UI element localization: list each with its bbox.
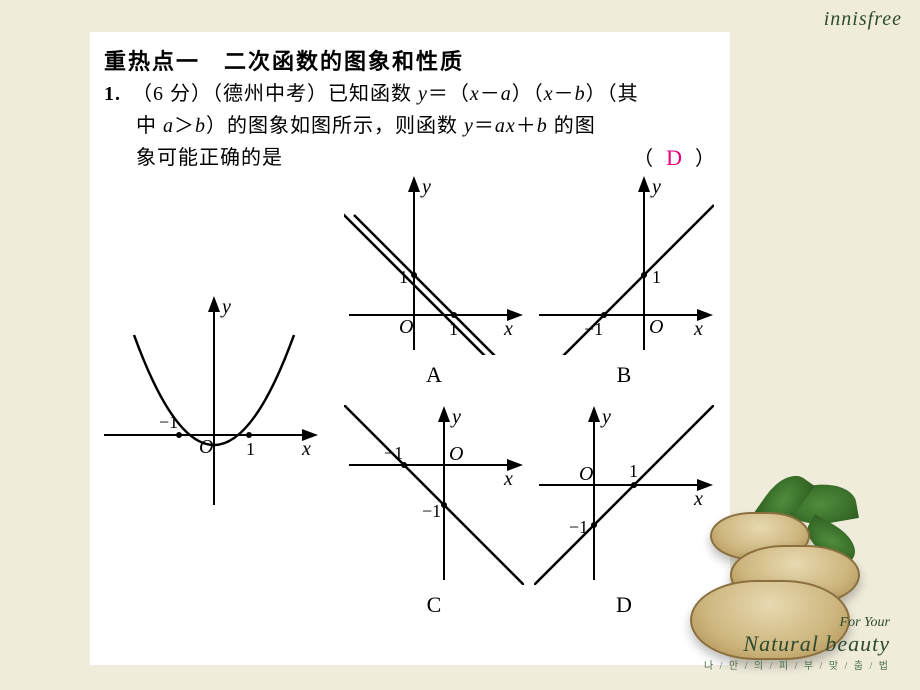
y-lbl: y (600, 406, 611, 428)
x-lbl: x (693, 488, 703, 510)
var-x: x (506, 115, 516, 137)
content-card: 重热点一 二次函数的图象和性质 1.（6 分）（德州中考）已知函数 y＝（x－a… (90, 32, 730, 665)
eq-sign: ＝ (428, 83, 449, 105)
y-lbl: y (450, 406, 461, 428)
option-c-label: C (344, 592, 524, 618)
tick: 1 (652, 267, 661, 287)
var-x: x (544, 83, 554, 105)
origin: O (399, 316, 413, 338)
paren: ） (586, 83, 607, 105)
var-a: a (495, 115, 506, 137)
paren: ）（ (512, 83, 544, 105)
bowl-icon (730, 545, 860, 605)
option-a-label: A (344, 362, 524, 388)
var-y: y (418, 83, 428, 105)
tick-one: 1 (246, 439, 255, 459)
option-b-svg: 1 −1 O y x (534, 175, 714, 355)
x-label: x (301, 438, 311, 460)
tagline-foryour: For Your (704, 615, 890, 631)
text: 中 (136, 115, 163, 137)
origin: O (449, 443, 463, 465)
text: 的图 (548, 115, 596, 137)
tick: −1 (569, 517, 588, 537)
minus: － (480, 83, 501, 105)
tagline-korean: 나 / 만 / 의 / 피 / 부 / 맞 / 춤 / 법 (704, 657, 890, 672)
text: 象可能正确的是 (136, 142, 283, 175)
graphs-area: −1 1 O y x (104, 175, 716, 645)
brand-logo: innisfree (824, 8, 902, 31)
plus-sign: ＋ (516, 115, 537, 137)
y-lbl: y (650, 176, 661, 198)
text: ）的图象如图所示，则函数 (206, 115, 464, 137)
var-y: y (464, 115, 474, 137)
tick: −1 (422, 501, 441, 521)
question-line-3: 象可能正确的是 （ D ） (104, 142, 716, 175)
text: （6 分）（德州中考）已知函数 (132, 83, 418, 105)
paren-left: （ (633, 148, 654, 170)
option-c-graph: −1 −1 O y x C (344, 405, 524, 618)
question-number: 1. (104, 78, 132, 110)
var-a: a (163, 115, 174, 137)
tagline: For Your Natural beauty 나 / 만 / 의 / 피 / … (704, 615, 890, 672)
var-b: b (575, 83, 586, 105)
x-lbl: x (503, 468, 513, 490)
section-heading: 重热点一 二次函数的图象和性质 (104, 44, 716, 76)
leaf-icon (800, 514, 863, 567)
var-b: b (195, 115, 206, 137)
text: （其 (607, 83, 639, 105)
given-graph: −1 1 O y x (104, 295, 324, 520)
answer-letter: D (666, 145, 683, 170)
tick: 1 (449, 319, 458, 339)
var-x: x (470, 83, 480, 105)
option-a-graph: 1 1 O y x A (344, 175, 524, 388)
y-label: y (220, 296, 231, 318)
question-line-1: 1.（6 分）（德州中考）已知函数 y＝（x－a）（x－b）（其 (104, 78, 716, 110)
origin: O (649, 316, 663, 338)
gt-sign: ＞ (174, 115, 195, 137)
option-d-svg: 1 −1 O y x (534, 405, 714, 585)
leaf-icon (752, 466, 814, 535)
option-b-graph: 1 −1 O y x B (534, 175, 714, 388)
origin-label: O (199, 436, 213, 458)
tick: −1 (384, 443, 403, 463)
option-c-svg: −1 −1 O y x (344, 405, 524, 585)
paren-right: ） (695, 148, 716, 170)
option-d-label: D (534, 592, 714, 618)
leaf-icon (783, 478, 859, 530)
x-lbl: x (693, 318, 703, 340)
question-line-2: 中 a＞b）的图象如图所示，则函数 y＝ax＋b 的图 (104, 110, 716, 142)
option-b-label: B (534, 362, 714, 388)
option-a-svg: 1 1 O y x (344, 175, 524, 355)
paren: （ (449, 83, 470, 105)
var-b: b (537, 115, 548, 137)
tagline-beauty: Natural beauty (704, 631, 890, 657)
x-lbl: x (503, 318, 513, 340)
parabola-svg: −1 1 O y x (104, 295, 324, 515)
var-a: a (501, 83, 512, 105)
answer-paren: （ D ） (633, 142, 716, 175)
tick: −1 (584, 319, 603, 339)
origin: O (579, 463, 593, 485)
option-d-graph: 1 −1 O y x D (534, 405, 714, 618)
tick: 1 (399, 267, 408, 287)
tick: 1 (629, 461, 638, 481)
y-lbl: y (420, 176, 431, 198)
eq-sign: ＝ (474, 115, 495, 137)
minus: － (554, 83, 575, 105)
tick-negone: −1 (159, 412, 178, 432)
